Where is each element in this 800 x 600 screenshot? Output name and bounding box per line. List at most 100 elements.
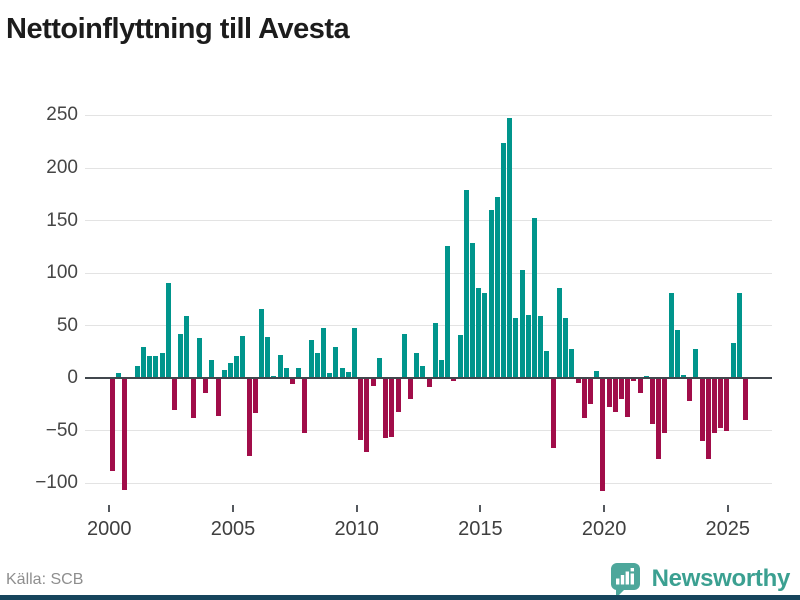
bar (258, 308, 264, 379)
bar (556, 287, 562, 379)
gridline (85, 430, 772, 432)
bar (513, 318, 519, 379)
chart-title: Nettoinflyttning till Avesta (6, 13, 350, 46)
bar (414, 353, 420, 379)
bar (321, 327, 327, 379)
source-label: Källa: SCB (6, 571, 84, 588)
bar (712, 378, 718, 433)
bar (569, 348, 575, 379)
y-tick-label: 250 (46, 104, 78, 126)
bar (221, 369, 227, 379)
bar (501, 142, 507, 379)
bar (612, 378, 618, 412)
bar (705, 378, 711, 460)
bar (736, 293, 742, 379)
bar (681, 375, 687, 379)
y-tick-label: 50 (56, 314, 78, 336)
bar (271, 376, 277, 379)
bar (327, 373, 333, 379)
bar (519, 269, 525, 379)
bar (718, 378, 724, 428)
brand-name: Newsworthy (651, 565, 791, 592)
bar (184, 316, 190, 379)
bar (302, 378, 308, 433)
bar (550, 378, 556, 448)
bar (643, 376, 649, 379)
bar (246, 378, 252, 457)
bar (308, 340, 314, 379)
bar (594, 370, 600, 379)
gridline (85, 272, 772, 274)
bar (600, 378, 606, 491)
bar (240, 336, 246, 379)
bar (432, 322, 438, 379)
bar (687, 378, 693, 402)
bar (656, 378, 662, 460)
y-tick-label: 150 (46, 209, 78, 231)
bar (358, 378, 364, 441)
bar (587, 378, 593, 404)
bar (401, 334, 407, 379)
x-tick-mark (355, 505, 358, 512)
y-tick-label: 200 (46, 157, 78, 178)
y-tick-label: −100 (35, 472, 78, 494)
bar (234, 356, 240, 379)
bar (407, 378, 413, 400)
bar (178, 334, 184, 379)
bar (159, 353, 165, 379)
bar (426, 378, 432, 387)
bar (296, 367, 302, 379)
x-axis-line (85, 377, 772, 380)
bar (165, 282, 171, 379)
y-tick-label: 0 (67, 367, 78, 389)
bar (544, 350, 550, 379)
bar (606, 378, 612, 407)
bar (438, 360, 444, 379)
bar (488, 210, 494, 379)
x-tick-label: 2015 (458, 518, 503, 540)
bar (482, 293, 488, 379)
bar (147, 356, 153, 379)
bar (333, 346, 339, 379)
x-tick-mark (603, 505, 606, 512)
brand-strip (0, 595, 800, 600)
bar (265, 337, 271, 379)
bar (314, 353, 320, 379)
x-tick-label: 2025 (705, 518, 751, 540)
gridline (85, 220, 772, 222)
bar (364, 378, 370, 452)
bar (389, 378, 395, 438)
bar (172, 378, 178, 410)
bar (631, 378, 637, 382)
brand-logo: Newsworthy (608, 560, 790, 598)
x-tick-mark (726, 505, 729, 512)
bar (507, 117, 513, 379)
bar (395, 378, 401, 412)
gridline (85, 114, 772, 116)
bar (724, 378, 730, 431)
bar (352, 327, 358, 379)
x-tick-label: 2005 (210, 518, 256, 540)
bar (743, 378, 749, 421)
bar (494, 197, 500, 379)
x-tick-mark (232, 505, 234, 512)
bar (525, 315, 531, 379)
bar (209, 360, 215, 379)
bar (141, 346, 147, 379)
bar (339, 367, 345, 379)
x-tick-label: 2020 (581, 518, 627, 540)
bar (227, 362, 233, 379)
bar (699, 378, 705, 442)
bar (476, 287, 482, 379)
bar (110, 378, 115, 471)
bar (625, 378, 631, 418)
bar (283, 367, 289, 379)
bar (693, 348, 699, 379)
bar (153, 356, 159, 379)
bar (134, 365, 140, 379)
bar (203, 378, 209, 394)
bar (563, 318, 569, 379)
gridline (85, 482, 772, 484)
